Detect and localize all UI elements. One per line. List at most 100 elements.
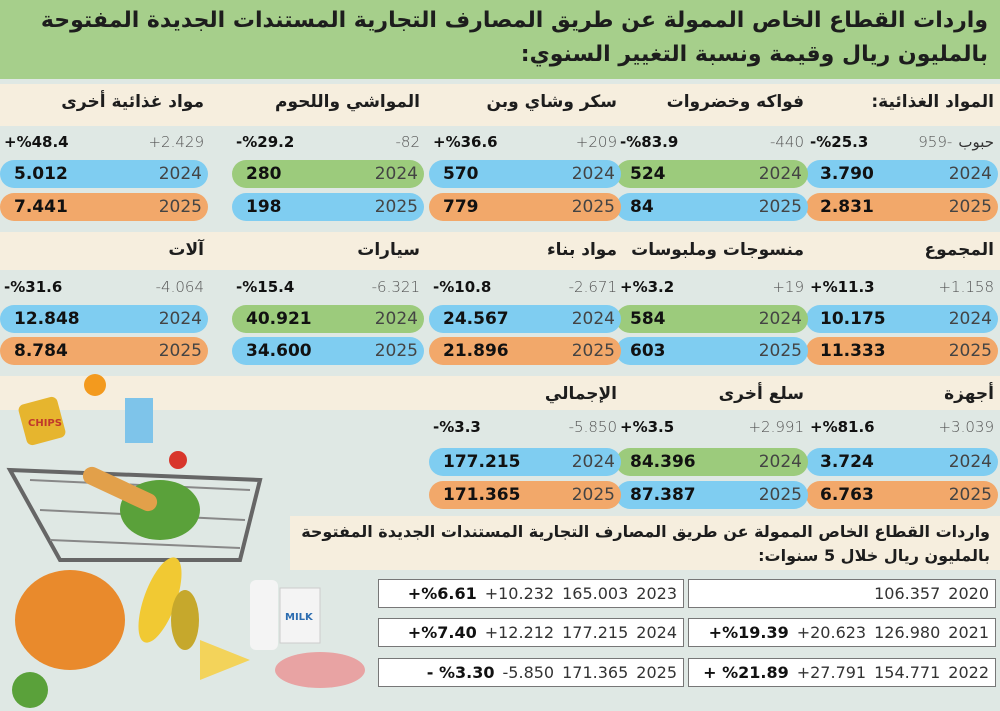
value: 177.215 [443, 452, 521, 472]
percent-change: %6.61+ [407, 584, 477, 603]
shopping-cart-icon [6, 467, 263, 562]
year-label: 2025 [374, 197, 418, 217]
milk-carton-icon [125, 398, 153, 443]
percent-change: %29.2- [236, 133, 295, 151]
percent-change: %3.5+ [620, 418, 675, 436]
change-row: 19+ %3.2+ [616, 275, 808, 299]
food-basket-illustration: CHIPS MILK [6, 374, 365, 708]
value: 779 [443, 197, 479, 217]
yearly-summary-box: 2021 126.980 20.623+ %19.39+ [688, 618, 996, 647]
percent-change: %31.6- [4, 278, 63, 296]
absolute-change: 4.064- [155, 278, 204, 296]
category-title: مواد غذائية أخرى [61, 92, 204, 112]
year-label: 2024 [158, 164, 202, 184]
value: 154.771 [874, 663, 941, 682]
value: 12.848 [14, 309, 80, 329]
year-value-pill: 2025 779 [429, 193, 621, 221]
summary-title-line-2: بالمليون ريال خلال 5 سنوات: [758, 546, 990, 565]
year-label: 2024 [374, 309, 418, 329]
change-row: 4.064- %31.6- [0, 275, 208, 299]
year-value-pill: 2024 570 [429, 160, 621, 188]
year-value-pill: 2025 2.831 [806, 193, 998, 221]
year-label: 2025 [948, 197, 992, 217]
value: 3.790 [820, 164, 874, 184]
absolute-change: 1.158+ [938, 278, 994, 296]
year-label: 2024 [571, 452, 615, 472]
section-header-band [0, 84, 1000, 126]
section-header-band [0, 376, 1000, 410]
year-label: 2025 [571, 197, 615, 217]
year-value-pill: 2025 7.441 [0, 193, 208, 221]
value: 126.980 [874, 623, 941, 642]
title-line-1: واردات القطاع الخاص الممولة عن طريق المص… [40, 8, 988, 33]
absolute-change: 3.039+ [938, 418, 994, 436]
percent-change: %81.6+ [810, 418, 875, 436]
year-value-pill: 2024 40.921 [232, 305, 424, 333]
value: 21.896 [443, 341, 509, 361]
year-label: 2024 [758, 309, 802, 329]
year-value-pill: 2024 3.790 [806, 160, 998, 188]
year-label: 2024 [374, 164, 418, 184]
absolute-change: 2.991+ [748, 418, 804, 436]
change-row: 2.429+ %48.4+ [0, 130, 208, 154]
year: 2021 [948, 623, 989, 642]
change-row: 5.850- %3.3- [429, 415, 621, 439]
change-row: 82- %29.2- [232, 130, 424, 154]
yearly-summary-box: 2024 177.215 12.212+ %7.40+ [378, 618, 684, 647]
summary-header: واردات القطاع الخاص الممولة عن طريق المص… [290, 516, 1000, 570]
year-label: 2024 [948, 309, 992, 329]
year-value-pill: 2025 84 [616, 193, 808, 221]
yearly-summary-box: 2022 154.771 27.791+ %21.89 + [688, 658, 996, 687]
value: 584 [630, 309, 666, 329]
value: 106.357 [874, 584, 941, 603]
value: 7.441 [14, 197, 68, 217]
absolute-change: 209+ [575, 133, 617, 151]
year-label: 2024 [948, 164, 992, 184]
year-label: 2025 [374, 341, 418, 361]
year-value-pill: 2025 6.763 [806, 481, 998, 509]
percent-change: %25.3- [810, 133, 869, 151]
change-row: 440- %83.9- [616, 130, 808, 154]
value: 165.003 [562, 584, 629, 603]
value: 84.396 [630, 452, 696, 472]
year-label: 2024 [948, 452, 992, 472]
category-title: المواشي واللحوم [274, 92, 420, 112]
year-value-pill: 2025 171.365 [429, 481, 621, 509]
year-label: 2025 [758, 197, 802, 217]
value: 171.365 [443, 485, 521, 505]
value: 8.784 [14, 341, 68, 361]
year-value-pill: 2024 24.567 [429, 305, 621, 333]
year-value-pill: 2024 584 [616, 305, 808, 333]
category-title: سكر وشاي وبن [486, 92, 617, 112]
category-title: أجهزة [944, 384, 994, 404]
percent-change: %21.89 + [703, 663, 789, 682]
year-label: 2024 [758, 164, 802, 184]
percent-change: %83.9- [620, 133, 679, 151]
year-label: 2025 [158, 197, 202, 217]
percent-change: %11.3+ [810, 278, 875, 296]
percent-change: %19.39+ [708, 623, 789, 642]
year-value-pill: 2025 34.600 [232, 337, 424, 365]
year-value-pill: 2024 280 [232, 160, 424, 188]
year-value-pill: 2025 87.387 [616, 481, 808, 509]
year-label: 2024 [158, 309, 202, 329]
section-header-band [0, 232, 1000, 270]
percent-change: %3.2+ [620, 278, 675, 296]
percent-change: %3.30 - [426, 663, 495, 682]
year-label: 2025 [758, 341, 802, 361]
absolute-change: -959 [918, 133, 953, 151]
tomato-icon [169, 451, 187, 469]
absolute-change: 82- [395, 133, 420, 151]
change-row: 2.671- %10.8- [429, 275, 621, 299]
year-value-pill: 2024 524 [616, 160, 808, 188]
value: 524 [630, 164, 666, 184]
category-title: مواد بناء [546, 240, 617, 260]
absolute-change: 5.850- [502, 663, 555, 682]
value: 570 [443, 164, 479, 184]
year-label: 2025 [571, 485, 615, 505]
avocado-icon [12, 672, 48, 708]
chips-label: CHIPS [28, 418, 62, 429]
oil-bottle-icon [171, 590, 199, 650]
category-title: الإجمالي [544, 384, 617, 404]
milk-label: MILK [285, 612, 314, 623]
